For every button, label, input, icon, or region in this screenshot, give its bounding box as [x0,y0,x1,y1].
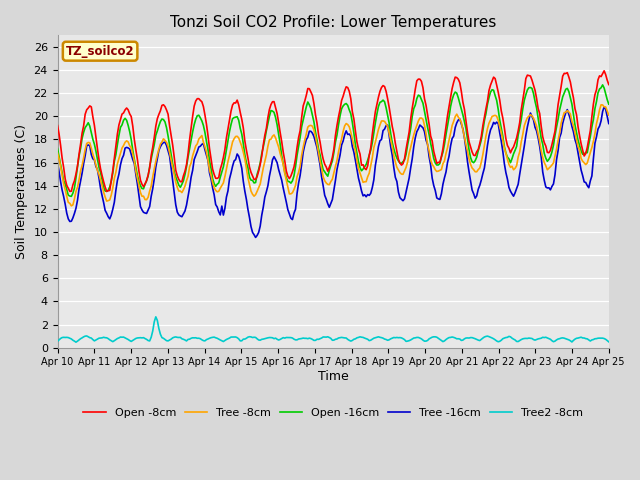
Tree -8cm [67,203,75,209]
Title: Tonzi Soil CO2 Profile: Lower Temperatures: Tonzi Soil CO2 Profile: Lower Temperatur… [170,15,497,30]
Tree2 -8cm [221,337,228,343]
Legend: Open -8cm, Tree -8cm, Open -16cm, Tree -16cm, Tree2 -8cm: Open -8cm, Tree -8cm, Open -16cm, Tree -… [79,403,588,422]
Tree -8cm [296,163,304,169]
Open -16cm [67,193,75,199]
Tree -16cm [252,235,259,240]
Open -16cm [238,131,246,137]
Tree -8cm [576,147,584,153]
Tree -8cm [247,188,255,194]
Open -16cm [247,177,255,183]
Tree -16cm [605,120,612,126]
Open -8cm [296,128,304,133]
Tree -16cm [246,215,253,220]
Tree -8cm [605,112,612,118]
Tree2 -8cm [577,335,585,340]
Open -8cm [103,189,111,194]
Tree2 -8cm [239,336,247,342]
Line: Open -8cm: Open -8cm [58,71,609,192]
Tree2 -8cm [605,339,612,345]
Tree -8cm [220,180,227,186]
Tree2 -8cm [152,314,159,320]
Tree2 -8cm [54,338,61,344]
Tree -8cm [54,150,61,156]
Tree -8cm [123,138,131,144]
Tree -16cm [576,158,584,164]
Tree2 -8cm [72,339,80,345]
X-axis label: Time: Time [318,370,349,383]
Open -8cm [576,133,584,139]
Open -16cm [605,101,612,107]
Line: Tree2 -8cm: Tree2 -8cm [58,317,609,342]
Tree -16cm [121,145,129,151]
Open -8cm [123,105,131,111]
Open -8cm [247,169,255,175]
Text: TZ_soilco2: TZ_soilco2 [66,45,134,58]
Tree2 -8cm [249,335,257,340]
Open -8cm [220,155,227,160]
Line: Open -16cm: Open -16cm [58,85,609,196]
Line: Tree -16cm: Tree -16cm [58,107,609,238]
Tree -8cm [238,144,246,149]
Open -16cm [576,143,584,148]
Tree2 -8cm [123,336,131,342]
Open -16cm [54,145,61,151]
Open -16cm [599,82,607,88]
Open -8cm [600,68,608,74]
Open -8cm [605,82,612,87]
Tree -8cm [597,102,605,108]
Y-axis label: Soil Temperatures (C): Soil Temperatures (C) [15,124,28,259]
Open -8cm [54,122,61,128]
Tree -16cm [236,159,244,165]
Tree -16cm [296,172,304,178]
Open -16cm [220,164,227,169]
Open -8cm [238,117,246,122]
Tree -16cm [54,159,61,165]
Open -16cm [123,118,131,123]
Open -16cm [296,134,304,140]
Tree2 -8cm [298,336,305,341]
Tree -16cm [600,104,608,110]
Line: Tree -8cm: Tree -8cm [58,105,609,206]
Tree -16cm [218,203,226,209]
